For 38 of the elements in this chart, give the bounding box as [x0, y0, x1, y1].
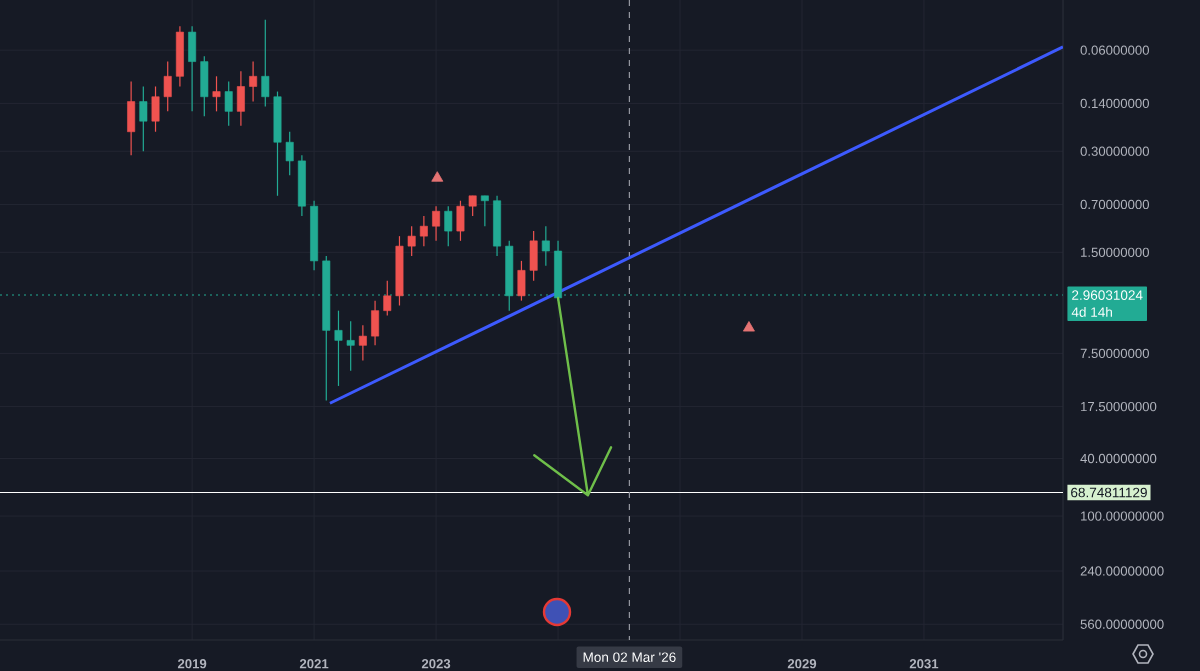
candlestick — [224, 80, 233, 127]
y-tick-label: 560.00000000 — [1080, 619, 1164, 629]
candlestick — [212, 75, 221, 112]
x-tick-label: 2031 — [909, 659, 939, 669]
y-tick-label: 40.00000000 — [1080, 453, 1157, 464]
x-tick-label: 2023 — [421, 659, 451, 669]
y-tick-label: 240.00000000 — [1080, 566, 1164, 576]
y-tick-label: 100.00000000 — [1081, 511, 1164, 521]
y-tick-label: 17.50000000 — [1081, 401, 1157, 412]
y-tick-label: 0.06000000 — [1080, 45, 1150, 55]
candlestick — [541, 225, 550, 267]
candlestick — [468, 195, 477, 217]
candlestick — [261, 19, 270, 108]
candlestick — [419, 215, 428, 247]
candlestick — [358, 324, 367, 362]
ref-line-label: Mon 02 Mar '26 — [583, 652, 676, 662]
candlestick — [346, 320, 355, 372]
x-tick-label: 2021 — [299, 659, 329, 669]
x-tick-label: 2029 — [787, 659, 817, 669]
y-tick-label: 1.50000000 — [1081, 247, 1150, 257]
y-tick-label: 0.14000000 — [1080, 98, 1150, 109]
y-tick-label: 0.30000000 — [1080, 146, 1150, 156]
ref-line-label: 2.96031024 — [1072, 290, 1143, 300]
candlestick — [285, 131, 294, 176]
ref-line-label: 68.74811129 — [1071, 487, 1147, 498]
candlestick — [139, 85, 148, 152]
candlestick — [163, 60, 172, 112]
candlestick — [383, 280, 392, 317]
x-tick-label: 2019 — [177, 659, 207, 669]
candlestick — [444, 205, 453, 247]
candlestick — [407, 225, 416, 257]
text: 4d 14h — [1071, 306, 1112, 317]
y-tick-label: 7.50000000 — [1080, 348, 1150, 359]
candlestick — [432, 205, 441, 242]
y-tick-label: 0.70000000 — [1080, 199, 1150, 210]
candlestick — [334, 310, 343, 387]
candlestick — [249, 60, 258, 103]
candlestick — [480, 195, 489, 227]
